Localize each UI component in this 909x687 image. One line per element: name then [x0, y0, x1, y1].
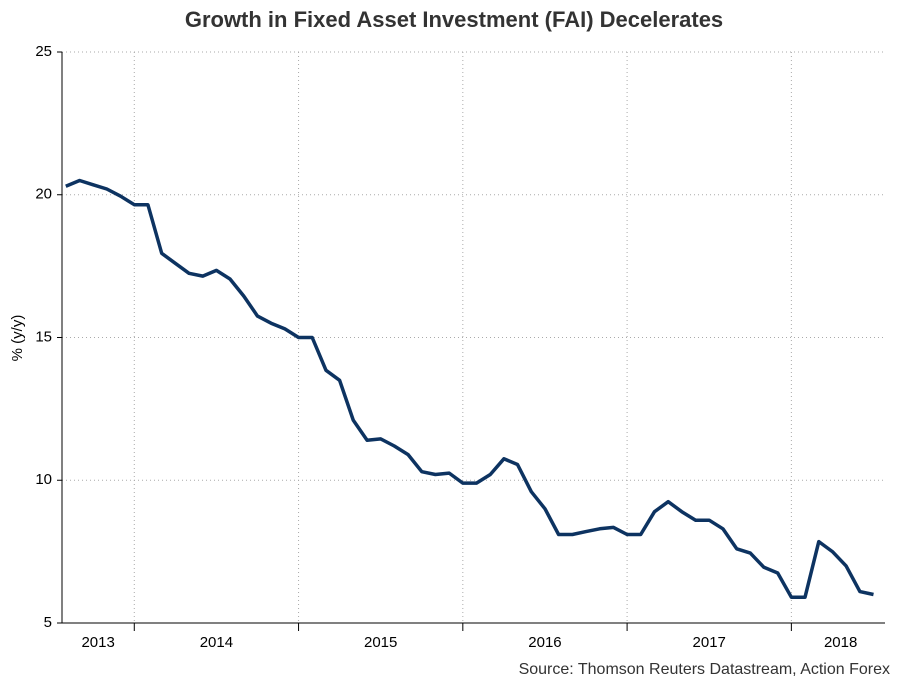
x-tick-label: 2016 [528, 634, 561, 651]
data-line [65, 178, 874, 600]
x-tick-label: 2018 [824, 634, 857, 651]
y-axis-label: % (y/y) [9, 315, 26, 362]
x-tick-label: 2017 [693, 634, 726, 651]
y-tick-label: 25 [35, 43, 52, 60]
x-tick-label: 2013 [81, 634, 114, 651]
source-note: Source: Thomson Reuters Datastream, Acti… [519, 661, 890, 678]
x-tick-label: 2014 [200, 634, 233, 651]
x-tick-label: 2015 [364, 634, 397, 651]
chart-title: Growth in Fixed Asset Investment (FAI) D… [185, 7, 723, 32]
y-tick-label: 5 [44, 614, 52, 631]
y-tick-label: 15 [35, 328, 52, 345]
y-tick-label: 10 [35, 471, 52, 488]
y-tick-label: 20 [35, 186, 52, 203]
